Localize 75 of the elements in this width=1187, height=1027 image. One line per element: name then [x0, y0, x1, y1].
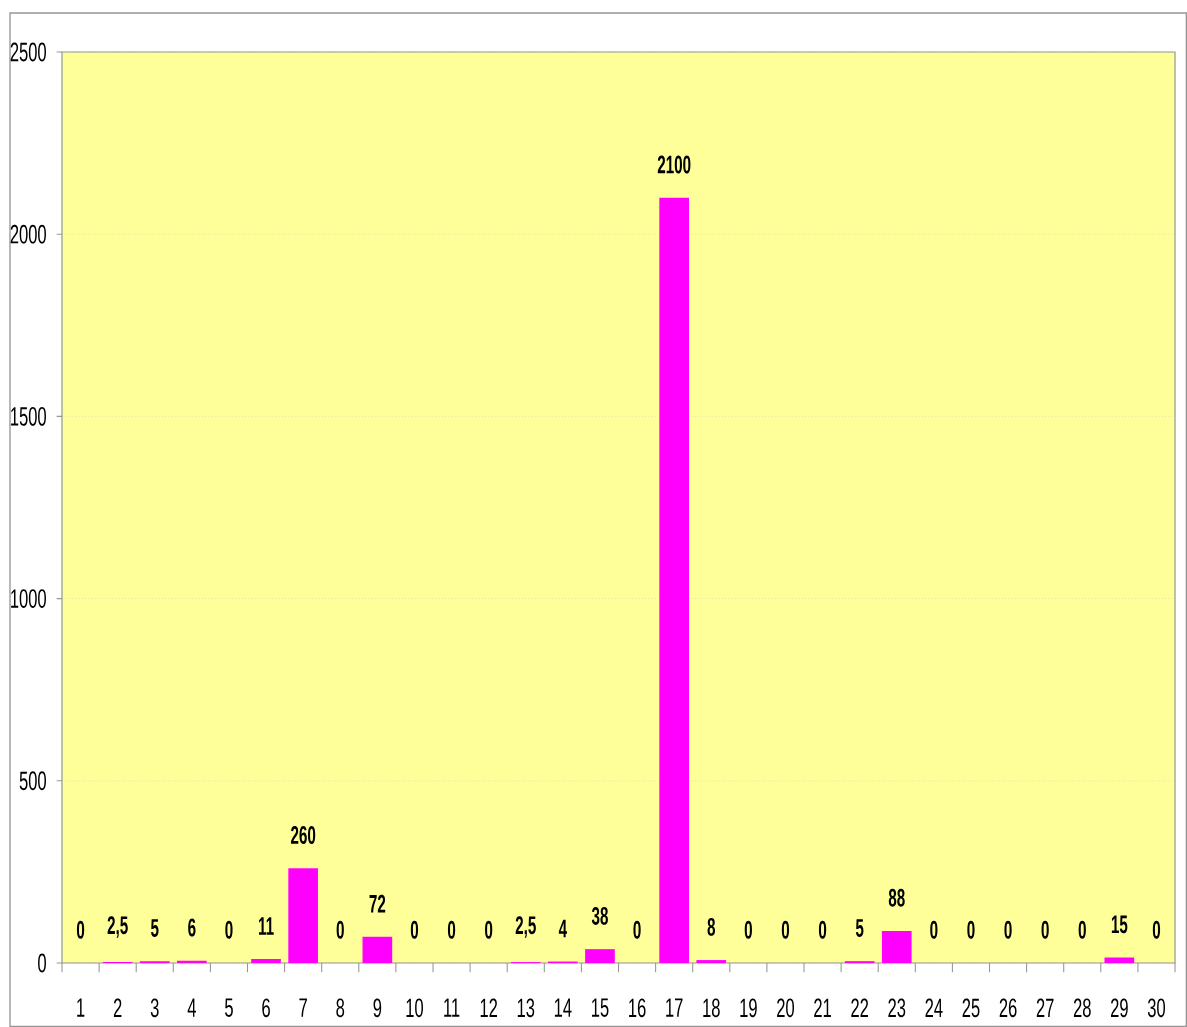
bar [288, 868, 318, 963]
data-label: 0 [930, 920, 938, 939]
x-tick-label: 11 [444, 998, 460, 1017]
x-tick-label: 9 [373, 998, 382, 1018]
y-tick-label: 2000 [10, 224, 46, 244]
data-label: 0 [1004, 920, 1012, 939]
data-label: 15 [1111, 915, 1128, 934]
data-label: 0 [410, 920, 419, 939]
data-label: 0 [76, 920, 85, 939]
x-tick-label: 4 [187, 998, 196, 1017]
x-tick-label: 18 [703, 998, 720, 1018]
x-tick-label: 23 [888, 998, 906, 1018]
y-tick-label: 2500 [10, 42, 46, 62]
y-tick-label: 500 [19, 771, 46, 791]
bar [696, 960, 727, 963]
data-label: 5 [150, 919, 159, 937]
data-label: 0 [633, 920, 641, 939]
data-label: 0 [1152, 920, 1161, 939]
data-label: 2100 [657, 155, 691, 174]
data-label: 8 [707, 917, 716, 936]
data-label: 38 [591, 906, 608, 925]
bar [1104, 957, 1135, 963]
data-label: 0 [336, 920, 344, 939]
bar [659, 197, 689, 963]
x-tick-label: 25 [962, 998, 980, 1018]
bar [585, 949, 615, 963]
x-tick-label: 28 [1073, 998, 1091, 1018]
x-tick-label: 16 [629, 998, 646, 1018]
x-tick-label: 29 [1111, 998, 1128, 1018]
x-tick-label: 19 [740, 998, 757, 1018]
data-label: 2,5 [515, 916, 536, 938]
x-tick-label: 20 [777, 998, 795, 1018]
y-tick-label: 1000 [11, 589, 46, 609]
bar [881, 930, 912, 963]
x-tick-label: 26 [999, 998, 1017, 1018]
bar [362, 936, 393, 963]
x-tick-label: 5 [225, 998, 233, 1017]
y-tick-label: 0 [38, 953, 46, 973]
x-tick-label: 3 [150, 998, 159, 1018]
x-tick-label: 24 [925, 998, 943, 1017]
x-tick-label: 13 [517, 998, 535, 1018]
y-tick-label: 1500 [11, 406, 46, 426]
data-label: 0 [744, 920, 752, 939]
x-tick-label: 21 [814, 998, 831, 1017]
data-label: 0 [781, 920, 790, 939]
x-tick-label: 7 [299, 998, 307, 1017]
data-label: 0 [967, 920, 975, 939]
x-tick-label: 30 [1147, 998, 1166, 1018]
data-label: 0 [1078, 920, 1086, 939]
data-label: 0 [447, 920, 456, 939]
x-tick-label: 14 [554, 998, 572, 1017]
data-label: 0 [1041, 920, 1049, 939]
x-tick-label: 22 [851, 998, 869, 1017]
data-label: 4 [558, 919, 567, 938]
x-tick-label: 27 [1036, 998, 1054, 1017]
x-tick-label: 10 [406, 998, 423, 1018]
x-tick-label: 12 [480, 998, 498, 1017]
data-label: 11 [258, 917, 274, 935]
data-label: 0 [225, 920, 233, 939]
data-label: 72 [369, 894, 386, 913]
data-label: 0 [485, 920, 493, 939]
x-tick-label: 1 [77, 998, 85, 1017]
data-label: 5 [855, 919, 864, 937]
data-label: 6 [188, 918, 196, 937]
data-label: 2,5 [107, 916, 128, 938]
x-tick-label: 15 [592, 998, 609, 1017]
data-label: 88 [888, 888, 905, 907]
x-tick-label: 6 [262, 998, 270, 1018]
bar [251, 958, 281, 963]
x-tick-label: 8 [336, 998, 345, 1018]
x-tick-label: 2 [113, 998, 122, 1017]
data-label: 0 [818, 920, 827, 939]
data-label: 260 [291, 826, 316, 844]
x-tick-label: 17 [666, 998, 683, 1017]
bar [177, 960, 207, 963]
